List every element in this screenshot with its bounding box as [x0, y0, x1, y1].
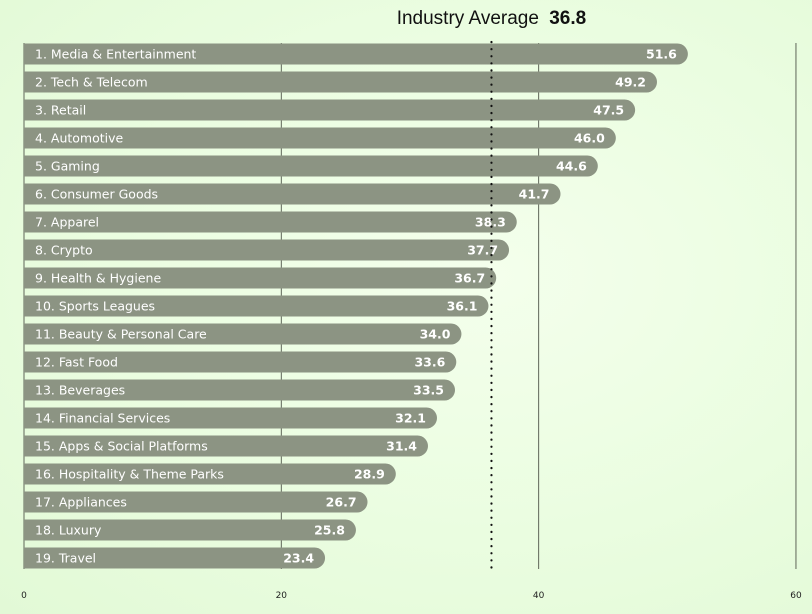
- category-label: 16. Hospitality & Theme Parks: [35, 467, 224, 482]
- bar: [24, 127, 616, 149]
- bar: [24, 71, 657, 93]
- category-label: 12. Fast Food: [35, 355, 118, 370]
- value-label: 26.7: [326, 495, 357, 510]
- category-label: 17. Appliances: [35, 495, 127, 510]
- value-label: 36.7: [454, 271, 485, 286]
- value-label: 34.0: [420, 327, 451, 342]
- value-label: 47.5: [593, 103, 624, 118]
- value-label: 41.7: [519, 187, 550, 202]
- bar: [24, 267, 497, 289]
- value-label: 36.1: [447, 299, 478, 314]
- bar: [24, 519, 356, 541]
- bar: [24, 463, 396, 485]
- category-label: 13. Beverages: [35, 383, 125, 398]
- category-label: 7. Apparel: [35, 215, 99, 230]
- value-label: 37.7: [467, 243, 498, 258]
- category-label: 14. Financial Services: [35, 411, 170, 426]
- bar: [24, 183, 561, 205]
- category-label: 8. Crypto: [35, 243, 93, 258]
- category-label: 15. Apps & Social Platforms: [35, 439, 208, 454]
- value-label: 23.4: [283, 551, 314, 566]
- bar: [24, 239, 510, 261]
- value-label: 46.0: [574, 131, 605, 146]
- value-label: 32.1: [395, 411, 426, 426]
- value-label: 25.8: [314, 523, 345, 538]
- bar: [24, 295, 489, 317]
- value-label: 28.9: [354, 467, 385, 482]
- value-label: 49.2: [615, 75, 646, 90]
- category-label: 19. Travel: [35, 551, 96, 566]
- category-label: 18. Luxury: [35, 523, 102, 538]
- bar: [24, 379, 456, 401]
- bar: [24, 351, 457, 373]
- category-label: 5. Gaming: [35, 159, 100, 174]
- bar: [24, 435, 428, 457]
- bar: [24, 43, 688, 65]
- value-label: 38.3: [475, 215, 506, 230]
- average-label-text: Industry Average: [397, 8, 539, 29]
- value-label: 33.5: [413, 383, 444, 398]
- bar: [24, 323, 462, 345]
- category-label: 10. Sports Leagues: [35, 299, 155, 314]
- category-label: 9. Health & Hygiene: [35, 271, 161, 286]
- x-tick-label: 60: [790, 591, 802, 601]
- average-label: Industry Average 36.8: [397, 8, 587, 29]
- category-label: 6. Consumer Goods: [35, 187, 158, 202]
- value-label: 44.6: [556, 159, 587, 174]
- category-label: 11. Beauty & Personal Care: [35, 327, 207, 342]
- bar: [24, 547, 326, 569]
- average-marker: Industry Average 36.8: [397, 8, 587, 571]
- bars: 1. Media & Entertainment 51.6 2. Tech & Te…: [24, 43, 688, 569]
- x-tick-label: 20: [276, 591, 288, 601]
- category-label: 3. Retail: [35, 103, 86, 118]
- bar: [24, 99, 636, 121]
- x-axis-ticks: 0 20 40 60: [21, 591, 802, 601]
- bar: [24, 491, 368, 513]
- average-value: 36.8: [549, 8, 586, 29]
- value-label: 51.6: [646, 47, 677, 62]
- bar: [24, 155, 598, 177]
- bar: [24, 407, 437, 429]
- bar: [24, 211, 517, 233]
- category-label: 4. Automotive: [35, 131, 124, 146]
- category-label: 1. Media & Entertainment: [35, 47, 196, 62]
- value-label: 33.6: [414, 355, 445, 370]
- x-tick-label: 0: [21, 591, 27, 601]
- x-tick-label: 40: [533, 591, 545, 601]
- value-label: 31.4: [386, 439, 417, 454]
- category-label: 2. Tech & Telecom: [35, 75, 148, 90]
